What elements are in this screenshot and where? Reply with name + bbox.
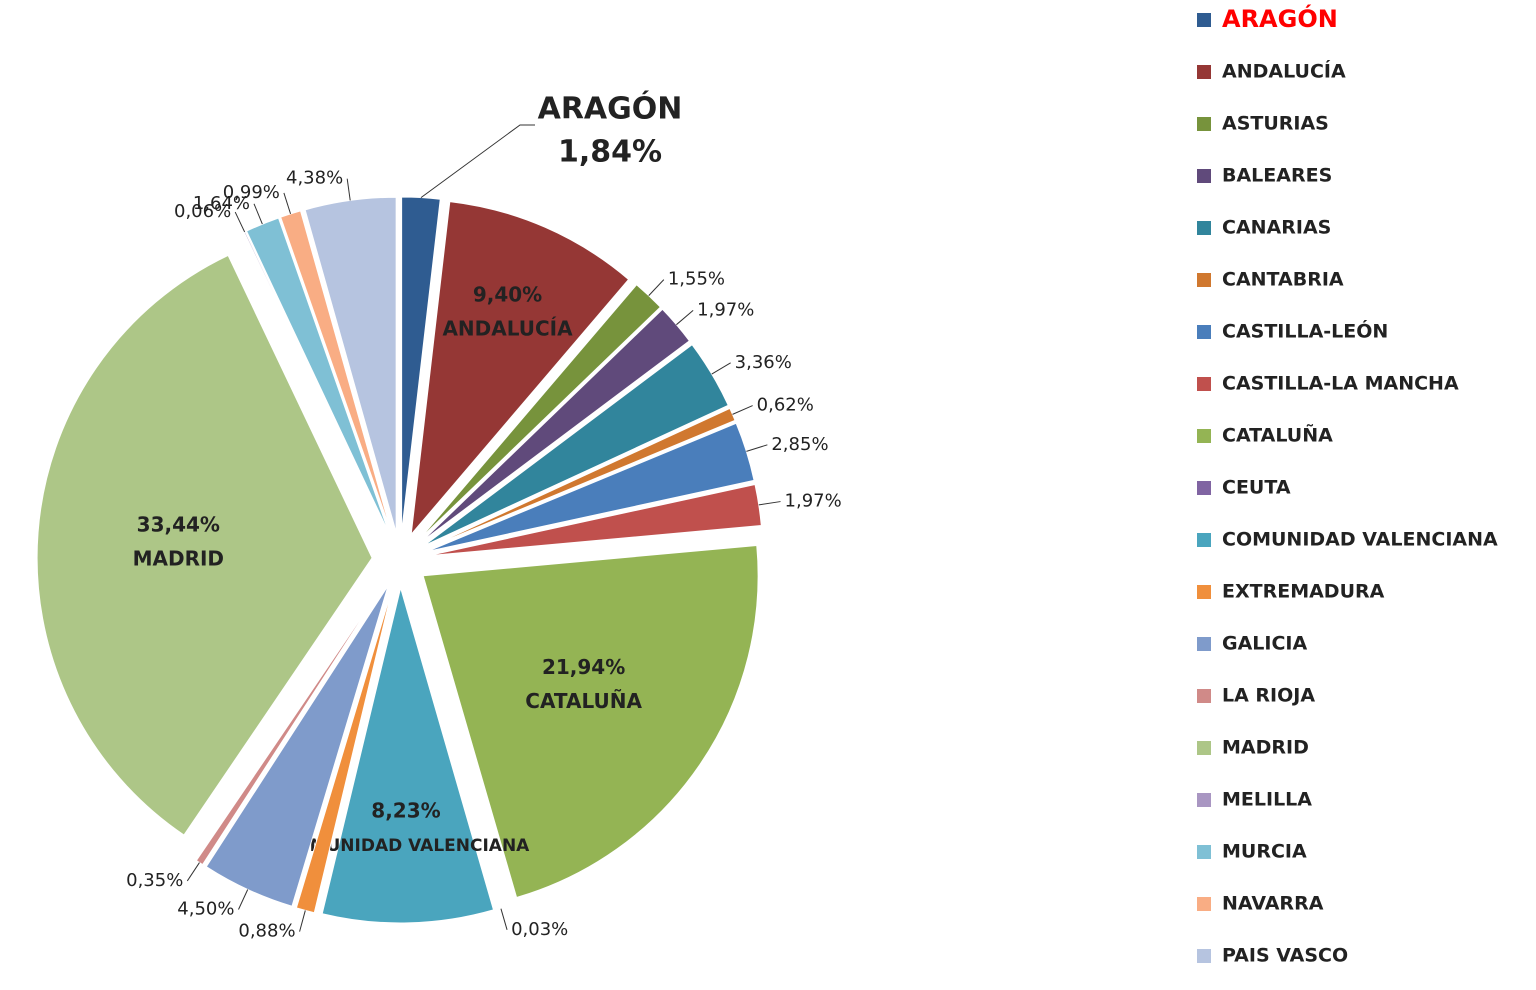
legend-label: MURCIA [1222,841,1307,863]
legend-label: MADRID [1222,737,1309,759]
legend-label: CANTABRIA [1222,269,1344,291]
slice-value-label: 3,36% [735,352,792,373]
legend-swatch [1197,585,1211,599]
legend-swatch [1197,533,1211,547]
legend-swatch [1197,65,1211,79]
slice-name-label: MADRID [133,547,224,571]
legend-label: CASTILLA-LEÓN [1222,319,1388,343]
legend-label: CEUTA [1222,477,1291,499]
slice-value-label: 0,03% [511,919,568,940]
legend-swatch [1197,897,1211,911]
highlight-name: ARAGÓN [538,90,683,127]
pie-slice [36,254,373,836]
pie-slice [422,544,759,899]
legend-label: ARAGÓN [1222,3,1338,33]
legend-swatch [1197,845,1211,859]
slice-value-label: 33,44% [137,513,220,537]
slice-value-label: 1,97% [697,299,754,320]
pie-slice [245,217,390,535]
slice-value-label: 0,62% [757,395,814,416]
pie-slice [423,343,729,547]
legend-label: PAIS VASCO [1222,945,1348,967]
leader-line [186,862,200,882]
slice-name-label: ANDALUCÍA [442,317,573,341]
legend-swatch [1197,221,1211,235]
slice-value-label: 9,40% [473,283,542,307]
legend-label: MELILLA [1222,789,1312,811]
legend-swatch [1197,429,1211,443]
legend-swatch [1197,793,1211,807]
leader-line [299,910,306,932]
legend-label: CATALUÑA [1222,423,1333,447]
leader-line [676,310,694,326]
slice-value-label: 2,85% [771,434,828,455]
legend-swatch [1197,169,1211,183]
pie-slice [304,196,397,533]
leader-line [746,444,768,452]
leader-line [758,501,781,506]
leader-line [234,211,246,233]
legend-swatch [1197,377,1211,391]
leader-line [648,279,665,296]
slice-name-label: CATALUÑA [525,689,642,713]
legend-label: ASTURIAS [1222,113,1329,135]
legend-label: GALICIA [1222,633,1307,655]
highlight-value: 1,84% [558,135,662,170]
leader-line [420,124,535,199]
slice-value-label: 1,97% [785,491,842,512]
legend-label: ANDALUCÍA [1222,60,1346,83]
pie-slice [410,201,630,536]
legend-swatch [1197,13,1211,27]
leader-line [238,889,249,910]
legend-swatch [1197,949,1211,963]
leader-line [346,178,351,201]
pie-slice [205,585,389,907]
leader-line [253,203,263,225]
leader-line [500,908,508,930]
legend-label: BALEARES [1222,165,1332,187]
legend-label: NAVARRA [1222,893,1324,915]
slice-value-label: 0,35% [126,870,183,891]
legend-swatch [1197,741,1211,755]
legend-label: COMUNIDAD VALENCIANA [1222,529,1498,551]
slice-value-label: 1,64% [193,193,250,214]
slice-name-label: COMUNIDAD VALENCIANA [283,836,531,856]
legend-swatch [1197,637,1211,651]
pie-slice [321,586,495,924]
slice-value-label: 1,55% [668,269,725,290]
slice-value-label: 4,50% [177,898,234,919]
leader-line [732,405,753,415]
pie-slice [243,231,389,535]
slice-value-label: 4,38% [286,168,343,189]
legend-label: EXTREMADURA [1222,581,1385,603]
pie-slice [427,483,762,557]
pie-slice [295,586,394,914]
slice-value-label: 0,06% [174,201,231,222]
slice-value-label: 21,94% [542,655,625,679]
legend-swatch [1197,117,1211,131]
legend-swatch [1197,689,1211,703]
legend-label: CASTILLA-LA MANCHA [1222,373,1459,395]
leader-line [711,362,731,375]
legend-label: LA RIOJA [1222,685,1315,707]
legend-swatch [1197,481,1211,495]
legend-swatch [1197,325,1211,339]
legend-label: CANARIAS [1222,217,1331,239]
legend-swatch [1197,273,1211,287]
slice-value-label: 0,99% [223,182,280,203]
leader-line [283,192,292,215]
slice-value-label: 8,23% [371,799,440,823]
slice-value-label: 0,88% [238,921,295,942]
